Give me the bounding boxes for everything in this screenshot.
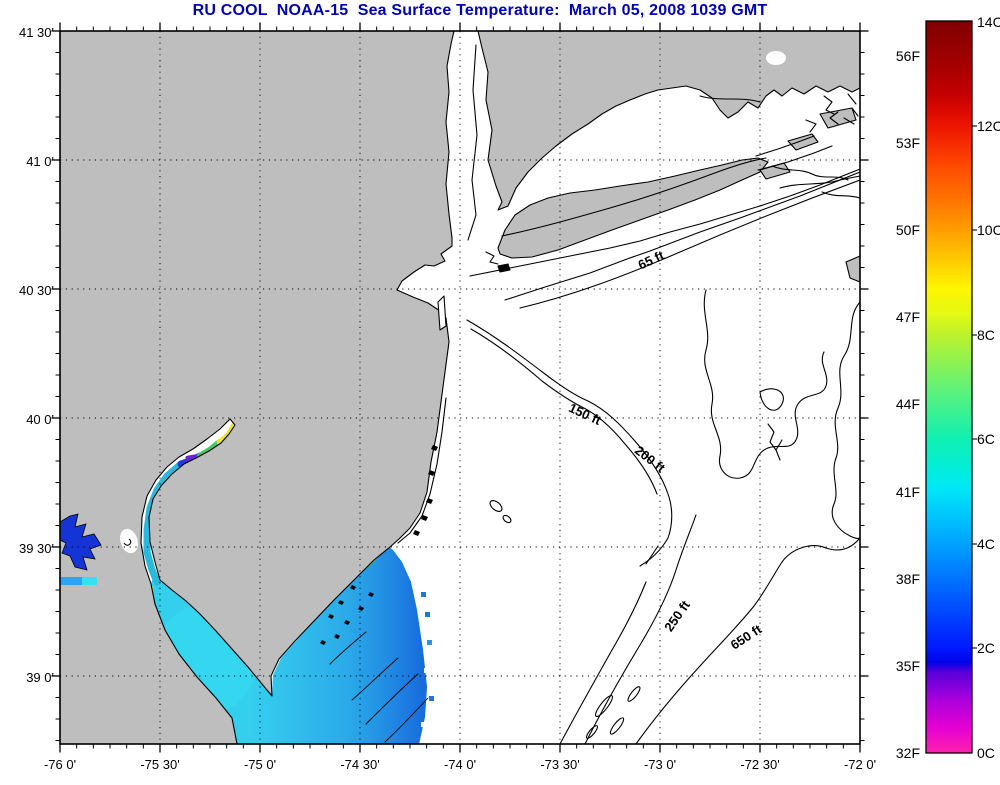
x-axis-label: -73 0' [643, 757, 677, 772]
x-axis-label: -75 0' [243, 757, 277, 772]
contour-65ft-line [519, 179, 860, 309]
sst-chesapeake-patch [60, 513, 102, 571]
sst-filament-teal [143, 460, 185, 586]
hudson-east-bank [467, 44, 478, 241]
chesapeake-data [60, 513, 434, 741]
colorbar-f-label: 44F [895, 396, 920, 412]
colorbar-c-label: 4C [977, 536, 995, 552]
colorbar-c-label: 8C [977, 327, 995, 343]
colorbar-c-label: 14C [977, 14, 1000, 30]
shoal-sliver-1 [594, 694, 614, 718]
bi-scribble-1 [823, 95, 835, 115]
gardiners-contour-3 [821, 191, 860, 199]
y-axis-label: 39 30' [18, 540, 54, 556]
mud-hole-1 [489, 500, 503, 512]
colorbar-f-label: 35F [895, 658, 920, 674]
bi-scribble-3 [805, 119, 817, 133]
y-axis-label: 41 30' [18, 24, 54, 40]
y-axis-label: 41 0' [26, 153, 54, 169]
contour-lines [320, 44, 860, 744]
shoal-sliver-2 [609, 717, 625, 735]
land-north-band [477, 31, 860, 211]
bi-scribble-4 [843, 93, 859, 125]
shoal-sliver-3 [585, 725, 599, 739]
gardiners-contour-2 [779, 175, 860, 189]
colorbar-f-label: 38F [895, 571, 920, 587]
x-axis-label: -73 30' [540, 757, 580, 772]
east-edge-contour [831, 301, 860, 539]
x-axis-label: -76 0' [43, 757, 77, 772]
colorbar-f-label: 41F [895, 484, 920, 500]
plot-border [59, 30, 861, 745]
mud-hole-2 [502, 514, 512, 524]
channel-line-b [470, 328, 658, 495]
jamaica-scribble-2 [497, 263, 511, 273]
land-patch-e [845, 255, 860, 283]
page-title: RU COOL NOAA-15 Sea Surface Temperature:… [192, 2, 768, 19]
x-axis-label: -74 0' [443, 757, 477, 772]
x-axis-label: -74 30' [340, 757, 380, 772]
land-patch-ne [819, 107, 857, 129]
colorbar-gradient [925, 20, 973, 754]
x-axis-label: -72 30' [740, 757, 780, 772]
x-axis-label: -75 30' [140, 757, 180, 772]
ridge-mark [645, 545, 659, 565]
cloud-gap-north [766, 51, 786, 65]
colorbar-f-label: 50F [895, 222, 920, 238]
bi-scribble-2 [829, 111, 839, 125]
colorbar-c-label: 10C [977, 222, 1000, 238]
colorbar-f-label: 47F [895, 309, 920, 325]
shelf-lobe [759, 388, 784, 411]
north-fork-line [755, 135, 815, 157]
sst-chesapeake-streak-cyan [82, 577, 97, 585]
colorbar-f-label: 56F [895, 48, 920, 64]
cloud-blob-squiggle [123, 538, 132, 546]
shelf-meander [703, 289, 828, 479]
nj-barrier-line [397, 397, 447, 544]
nj-marsh-blobs [320, 445, 438, 645]
channel-line-a [466, 319, 673, 567]
colorbar-c-label: 2C [977, 640, 995, 656]
land-north-fork [787, 133, 819, 151]
contour-650ft-line [635, 537, 860, 744]
colorbar-f-label: 53F [895, 135, 920, 151]
contour-250ft-line [584, 514, 697, 744]
sst-ragged-edge [414, 580, 434, 741]
colorbar-c-label: 6C [977, 431, 995, 447]
shoal-sliver-4 [627, 686, 641, 702]
sst-chesapeake-streak-blue [60, 577, 82, 585]
li-barrier-line [504, 171, 860, 301]
y-axis-label: 40 0' [26, 411, 54, 427]
land-west [60, 31, 455, 744]
y-axis-label: 39 0' [26, 669, 54, 685]
y-axis-label: 40 30' [18, 282, 54, 298]
fishers-line [699, 95, 761, 103]
x-axis-label: -72 0' [843, 757, 877, 772]
colorbar-f-label: 32F [895, 745, 920, 761]
jamaica-scribble-1 [485, 251, 499, 265]
sandy-hook-spit [437, 295, 447, 331]
east-scribble-1 [767, 423, 777, 451]
gardiners-contour-1 [771, 165, 849, 181]
colorbar-c-label: 12C [977, 118, 1000, 134]
sound-mid-contour [501, 157, 767, 237]
east-scribble-2 [775, 439, 783, 461]
li-shore-line [469, 168, 860, 277]
colorbar-c-label: 0C [977, 745, 995, 761]
contour-250ft-west [559, 581, 647, 744]
shoal-wisps [329, 631, 429, 743]
